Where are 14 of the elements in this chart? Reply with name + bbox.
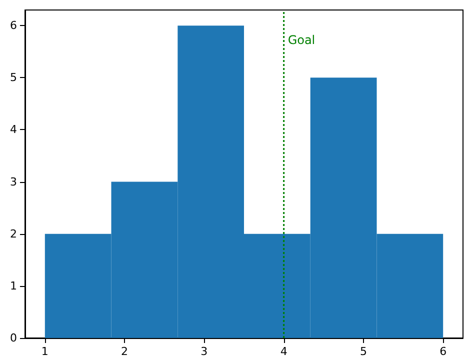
- x-tick-label: 6: [440, 345, 447, 358]
- y-tick-label: 1: [10, 279, 17, 292]
- x-tick-label: 1: [41, 345, 48, 358]
- x-tick-label: 2: [121, 345, 128, 358]
- y-tick-label: 2: [10, 227, 17, 240]
- y-tick-label: 5: [10, 71, 17, 84]
- ref-line-label: Goal: [288, 33, 316, 47]
- y-tick-label: 4: [10, 123, 17, 136]
- y-tick-label: 6: [10, 19, 17, 32]
- y-tick-label: 3: [10, 175, 17, 188]
- y-tick-label: 0: [10, 332, 17, 344]
- x-tick-label: 3: [200, 345, 208, 358]
- x-tick-label: 5: [360, 345, 367, 358]
- x-tick-label: 4: [280, 345, 288, 358]
